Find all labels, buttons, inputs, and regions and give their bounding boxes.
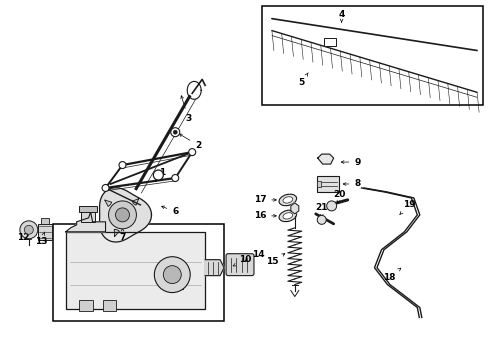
- Ellipse shape: [283, 213, 292, 219]
- Polygon shape: [290, 203, 298, 214]
- Bar: [79, 300, 92, 311]
- Polygon shape: [65, 212, 105, 232]
- Ellipse shape: [283, 197, 292, 203]
- Text: 3: 3: [181, 96, 191, 123]
- Polygon shape: [205, 260, 224, 276]
- Text: 15: 15: [265, 253, 284, 266]
- Polygon shape: [114, 229, 119, 237]
- Circle shape: [24, 225, 33, 234]
- Text: 12: 12: [17, 230, 29, 242]
- Text: 10: 10: [233, 255, 251, 266]
- Circle shape: [20, 221, 38, 239]
- Text: 5: 5: [298, 73, 307, 87]
- Text: 20: 20: [333, 190, 345, 203]
- Circle shape: [173, 130, 177, 134]
- Circle shape: [154, 257, 190, 293]
- Text: 17: 17: [253, 195, 276, 204]
- Circle shape: [115, 208, 129, 222]
- Polygon shape: [100, 188, 151, 242]
- Circle shape: [119, 162, 126, 168]
- Bar: [316, 181, 320, 187]
- Bar: [262, 6, 482, 105]
- Bar: [316, 176, 338, 192]
- Bar: [79, 206, 96, 212]
- Text: 14: 14: [244, 250, 264, 261]
- Text: 13: 13: [35, 232, 47, 246]
- FancyBboxPatch shape: [225, 254, 253, 276]
- Text: 2: 2: [179, 134, 201, 150]
- Circle shape: [108, 201, 136, 229]
- Polygon shape: [317, 154, 333, 164]
- Text: 9: 9: [341, 158, 360, 167]
- Text: 21: 21: [315, 203, 327, 217]
- Text: 6: 6: [162, 206, 178, 216]
- Text: 4: 4: [338, 10, 344, 22]
- Circle shape: [326, 201, 336, 211]
- Bar: [38, 224, 52, 240]
- Ellipse shape: [279, 210, 296, 222]
- Circle shape: [317, 215, 325, 224]
- Bar: [323, 38, 335, 46]
- Text: 18: 18: [383, 268, 400, 282]
- Circle shape: [153, 170, 163, 180]
- Text: 1: 1: [155, 167, 165, 182]
- Text: 7: 7: [119, 228, 125, 242]
- Bar: [81, 210, 94, 222]
- Circle shape: [170, 128, 180, 137]
- Text: 19: 19: [399, 201, 415, 215]
- Circle shape: [163, 266, 181, 284]
- Circle shape: [171, 175, 179, 181]
- Bar: [102, 300, 116, 311]
- Ellipse shape: [279, 194, 296, 206]
- Polygon shape: [132, 199, 139, 205]
- Text: 8: 8: [343, 180, 360, 189]
- Bar: [53, 224, 224, 321]
- Polygon shape: [105, 200, 111, 206]
- Circle shape: [102, 184, 109, 192]
- Text: 11: 11: [172, 280, 184, 292]
- Circle shape: [188, 149, 195, 156]
- Polygon shape: [187, 81, 201, 99]
- Text: 16: 16: [253, 211, 276, 220]
- Polygon shape: [65, 232, 205, 310]
- Bar: [41, 218, 49, 224]
